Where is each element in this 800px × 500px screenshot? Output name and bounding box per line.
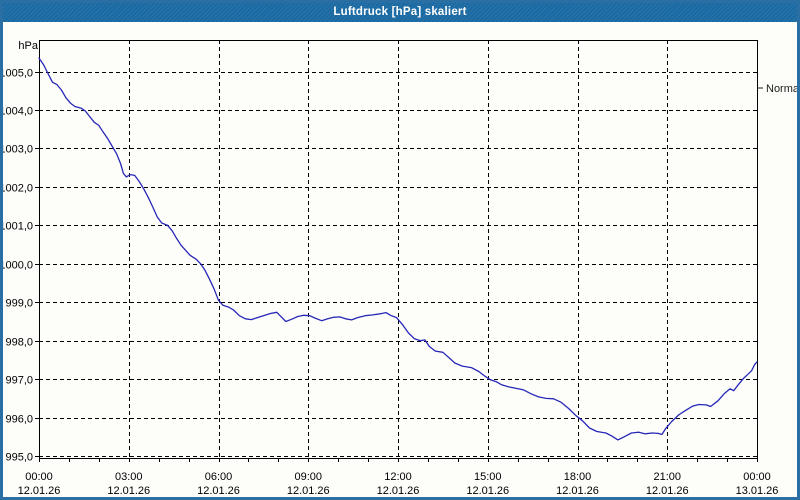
x-tick-date-label: 12.01.26 bbox=[377, 485, 420, 497]
x-tick-date-label: 12.01.26 bbox=[466, 485, 509, 497]
x-tick-time-label: 00:00 bbox=[743, 471, 771, 483]
y-tick-label: 1001,0 bbox=[3, 221, 33, 233]
x-tick-time-label: 00:00 bbox=[25, 471, 53, 483]
x-tick-time-label: 15:00 bbox=[474, 471, 502, 483]
x-tick-date-label: 12.01.26 bbox=[197, 485, 240, 497]
window-titlebar[interactable]: Luftdruck [hPa] skaliert bbox=[3, 3, 797, 22]
x-tick-date-label: 12.01.26 bbox=[646, 485, 689, 497]
x-tick-time-label: 09:00 bbox=[294, 471, 322, 483]
x-tick-time-label: 21:00 bbox=[653, 471, 681, 483]
window-title: Luftdruck [hPa] skaliert bbox=[333, 6, 467, 18]
x-tick-date-label: 12.01.26 bbox=[18, 485, 61, 497]
y-axis-unit-label: hPa bbox=[18, 40, 38, 52]
y-tick-label: 1004,0 bbox=[3, 106, 33, 118]
y-tick-label: 1005,0 bbox=[3, 68, 33, 80]
plot-frame bbox=[39, 40, 758, 459]
x-tick-date-label: 12.01.26 bbox=[556, 485, 599, 497]
x-tick-time-label: 18:00 bbox=[564, 471, 592, 483]
pressure-series-line bbox=[38, 57, 758, 441]
axis-label-layer: 1005,0 1004,0 1003,0 1002,0 1001,0 1000,0 999,… bbox=[3, 68, 778, 498]
x-tick-time-label: 03:00 bbox=[115, 471, 143, 483]
x-tick-date-label: 13.01.26 bbox=[736, 485, 779, 497]
legend-label: Normal bbox=[766, 83, 797, 95]
y-tick-label: 999,0 bbox=[5, 298, 33, 310]
x-tick-date-label: 12.01.26 bbox=[107, 485, 150, 497]
x-tick-time-label: 12:00 bbox=[384, 471, 412, 483]
series-layer bbox=[38, 57, 758, 441]
legend: Normal bbox=[757, 83, 797, 95]
y-tick-label: 998,0 bbox=[5, 337, 33, 349]
pressure-chart: 1005,0 1004,0 1003,0 1002,0 1001,0 1000,0 999,… bbox=[3, 40, 797, 498]
grid-layer bbox=[35, 40, 758, 462]
y-tick-label: 995,0 bbox=[5, 452, 33, 464]
y-tick-label: 1002,0 bbox=[3, 183, 33, 195]
x-tick-date-label: 12.01.26 bbox=[287, 485, 330, 497]
chart-area: 1005,0 1004,0 1003,0 1002,0 1001,0 1000,0 999,… bbox=[3, 22, 797, 497]
y-tick-label: 1003,0 bbox=[3, 144, 33, 156]
x-tick-time-label: 06:00 bbox=[205, 471, 233, 483]
y-tick-label: 997,0 bbox=[5, 375, 33, 387]
y-tick-label: 996,0 bbox=[5, 414, 33, 426]
y-tick-label: 1000,0 bbox=[3, 260, 33, 272]
